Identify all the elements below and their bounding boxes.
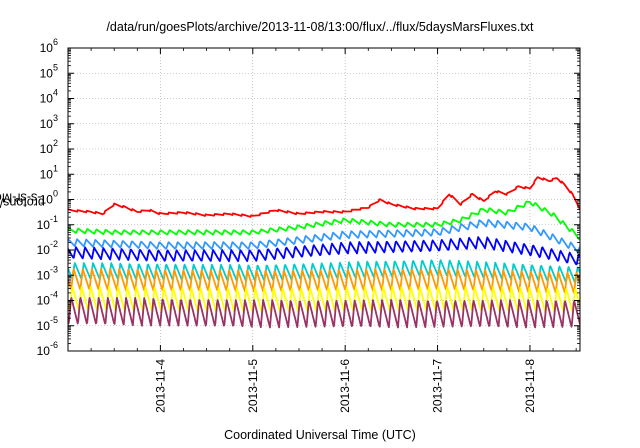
y-tick-label: 106 bbox=[40, 37, 58, 55]
x-tick-label: 2013-11-5 bbox=[246, 359, 260, 413]
y-tick-label: 10-6 bbox=[37, 340, 58, 358]
y-tick-label: 10-5 bbox=[37, 315, 58, 333]
chart-title: /data/run/goesPlots/archive/2013-11-08/1… bbox=[106, 20, 534, 34]
x-tick-layer: 2013-11-4 2013-11-5 2013-11-6 2013-11-7 2013… bbox=[90, 48, 577, 413]
y-tick-label: 102 bbox=[40, 138, 58, 156]
series-line-2 bbox=[68, 219, 580, 254]
series-line-1 bbox=[68, 200, 580, 240]
series-line-3 bbox=[68, 236, 580, 266]
x-tick-label: 2013-11-4 bbox=[153, 359, 167, 413]
y-tick-label: 10-4 bbox=[37, 290, 58, 308]
series-line-4 bbox=[68, 259, 580, 284]
series-line-5 bbox=[68, 268, 580, 294]
y-tick-label: 10-2 bbox=[37, 239, 58, 257]
y-tick-label: 101 bbox=[40, 163, 58, 181]
series-line-7 bbox=[68, 297, 580, 329]
y-tick-label: 103 bbox=[40, 113, 58, 131]
series-line-0 bbox=[68, 176, 580, 218]
y-tick-label: 104 bbox=[40, 88, 58, 106]
x-tick-label: 2013-11-6 bbox=[338, 359, 352, 413]
series-layer bbox=[68, 176, 580, 329]
y-tick-label: 10-3 bbox=[37, 264, 58, 282]
x-tick-label: 2013-11-7 bbox=[431, 359, 445, 413]
y-tick-label: 105 bbox=[40, 62, 58, 80]
x-tick-label: 2013-11-8 bbox=[523, 359, 537, 413]
y-tick-label: 10-1 bbox=[37, 214, 58, 232]
x-axis-label: Coordinated Universal Time (UTC) bbox=[224, 428, 416, 442]
